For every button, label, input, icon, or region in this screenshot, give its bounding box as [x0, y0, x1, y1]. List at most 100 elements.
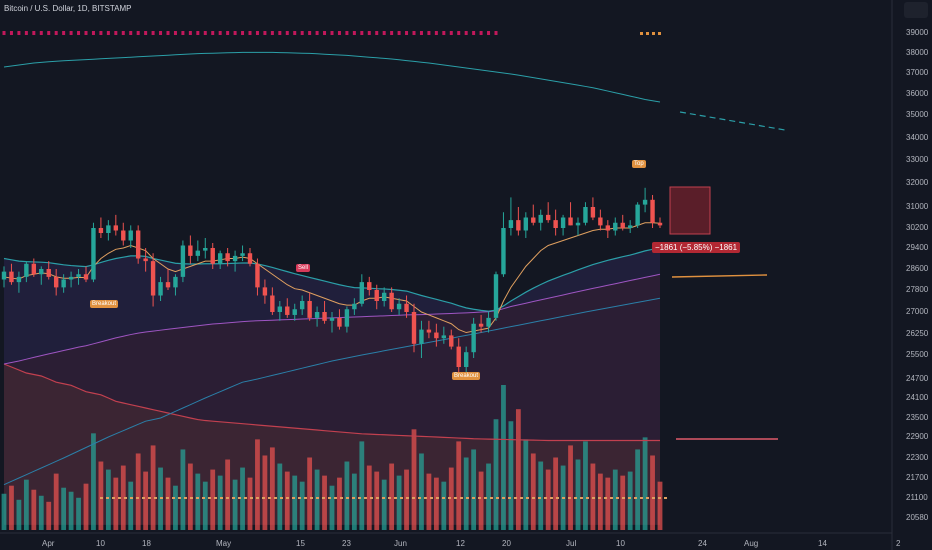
signal-dot [472, 31, 476, 35]
candle-body [486, 317, 491, 327]
volume-bar [493, 419, 499, 530]
candle-body [396, 303, 402, 310]
dotted-level [406, 497, 409, 499]
volume-bar [351, 473, 357, 530]
volume-bar [195, 473, 201, 530]
dotted-level [178, 497, 181, 499]
dotted-level [436, 497, 439, 499]
signal-dot [211, 31, 215, 35]
dotted-level [136, 497, 139, 499]
candle-body [389, 292, 394, 310]
date-tick-label: 10 [96, 539, 105, 548]
signal-dot [77, 31, 81, 35]
candle-body [76, 274, 81, 277]
sma-200-line [3, 363, 660, 442]
candle-body [270, 295, 275, 312]
signal-dot [640, 32, 643, 35]
signal-dot [233, 31, 237, 35]
candle-body [337, 317, 342, 327]
volume-bar [68, 491, 74, 530]
volume-bar [426, 473, 432, 530]
volume-bar [210, 469, 216, 530]
price-tick-label: 27800 [906, 285, 929, 294]
candle-body [501, 228, 506, 275]
dotted-level [298, 497, 301, 499]
signal-dot [337, 31, 341, 35]
signal-dot [248, 31, 252, 35]
volume-bar [657, 481, 663, 530]
price-tick-label: 24700 [906, 374, 929, 383]
dotted-level [238, 497, 241, 499]
dotted-level [454, 497, 457, 499]
dotted-level [142, 497, 145, 499]
dotted-level [664, 497, 667, 499]
volume-bar [232, 479, 238, 530]
date-tick-label: Apr [42, 539, 55, 548]
volume-bar [456, 441, 462, 530]
dotted-level [118, 497, 121, 499]
price-tick-label: 22300 [906, 453, 929, 462]
signal-label-breakout: Breakout [90, 300, 119, 308]
volume-bar [269, 447, 275, 530]
candle-body [262, 287, 268, 296]
candle-body [478, 323, 484, 327]
dotted-level [106, 497, 109, 499]
volume-bar [538, 461, 544, 530]
signal-dot [345, 31, 349, 35]
candle-body [426, 329, 432, 333]
candle-body [240, 253, 245, 256]
signal-dot [442, 31, 446, 35]
signal-dot [2, 31, 6, 35]
candle-body [150, 261, 156, 296]
price-tick-label: 22900 [906, 432, 929, 441]
candle-body [98, 228, 104, 233]
volume-bar [31, 489, 37, 530]
dotted-level [376, 497, 379, 499]
dotted-level [202, 497, 205, 499]
volume-bar [46, 501, 52, 530]
price-tick-label: 20580 [906, 513, 929, 522]
candle-body [627, 225, 633, 228]
volume-bar [568, 445, 573, 530]
dotted-level [514, 497, 517, 499]
ema-long-line [3, 297, 661, 486]
candle-body [642, 199, 648, 205]
signal-dot [494, 31, 498, 35]
volume-bar [105, 469, 111, 530]
signal-dot [300, 31, 304, 35]
signal-dot [434, 31, 438, 35]
signal-dot [9, 31, 13, 35]
date-tick-label: 15 [296, 539, 305, 548]
dotted-level [220, 497, 223, 499]
candle-body [493, 274, 499, 318]
candle-body [650, 199, 655, 223]
candle-body [538, 214, 543, 223]
volume-bar [9, 485, 14, 530]
volume-bar [545, 469, 551, 530]
dotted-level [388, 497, 391, 499]
candle-body [225, 253, 230, 262]
volume-bar [642, 437, 648, 530]
signal-dot [144, 31, 148, 35]
dotted-level [364, 497, 367, 499]
candle-body [456, 346, 461, 367]
candle-body [523, 217, 529, 231]
dotted-level [658, 497, 661, 499]
signal-dot [166, 31, 170, 35]
dotted-level [610, 497, 613, 499]
dotted-level [562, 497, 565, 499]
volume-bar [128, 481, 134, 530]
signal-dot [91, 31, 95, 35]
signal-dot [129, 31, 133, 35]
dotted-level [274, 497, 277, 499]
signal-dot [203, 31, 207, 35]
signal-dot [479, 31, 483, 35]
candle-body [255, 263, 260, 288]
signal-dot [106, 31, 110, 35]
volume-bar [165, 477, 171, 530]
volume-bar [143, 471, 149, 530]
chart-toolbar-button[interactable] [904, 2, 928, 18]
candle-body [217, 253, 223, 264]
candle-body [307, 301, 312, 318]
